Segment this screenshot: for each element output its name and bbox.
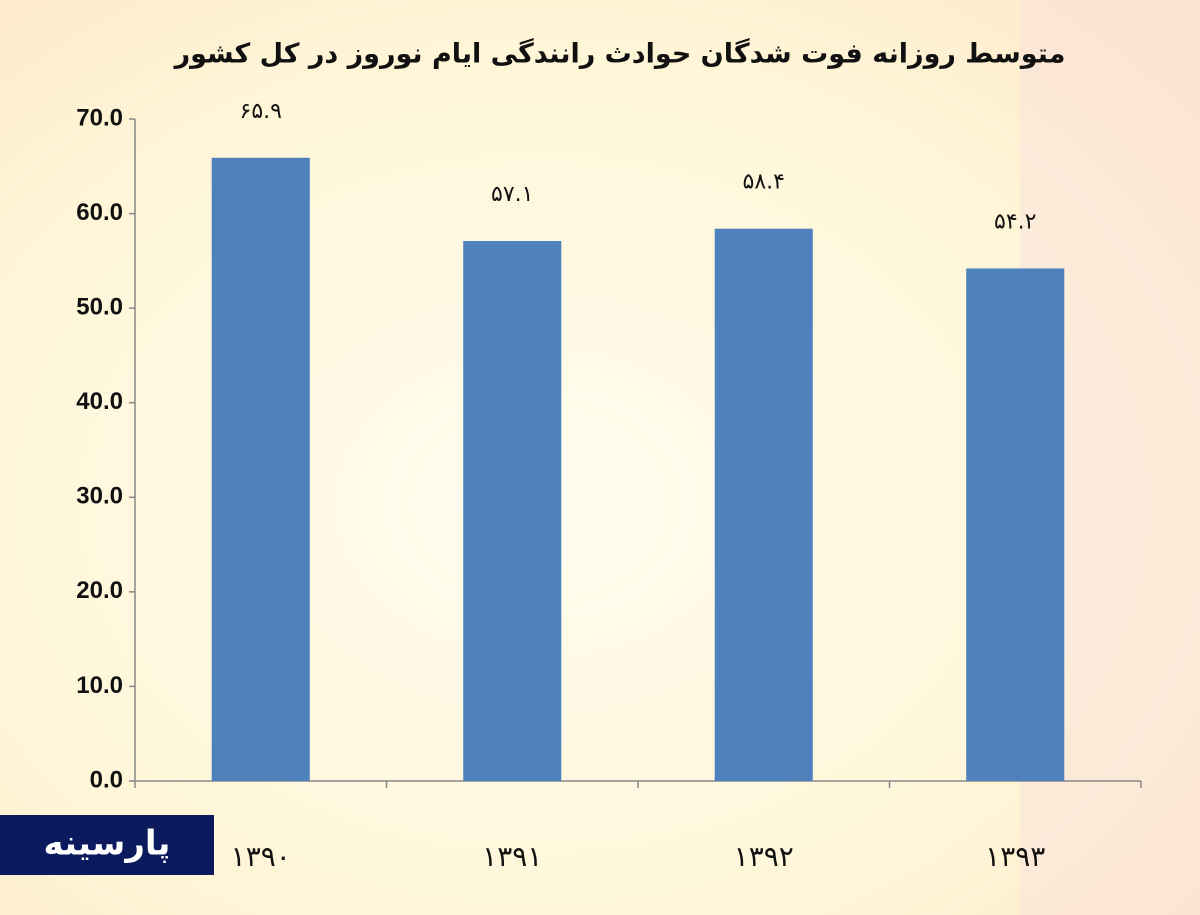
value-label: ۵۷.۱ [491,182,533,207]
value-label: ۵۴.۲ [994,209,1036,234]
y-tick-label: 10.0 [76,672,123,699]
y-tick-label: 0.0 [90,766,123,793]
y-tick-label: 30.0 [76,483,123,510]
chart-title: متوسط روزانه فوت شدگان حوادث رانندگی ایا… [173,38,1066,70]
y-tick-label: 50.0 [76,293,123,320]
watermark-box [0,815,214,875]
x-tick-label: ۱۳۹۰ [231,840,291,873]
watermark: پارسینه [44,824,171,864]
value-label: ۶۵.۹ [240,99,282,124]
bar [966,268,1065,781]
y-tick-label: 40.0 [76,388,123,415]
value-label: ۵۸.۴ [743,170,785,195]
y-tick-label: 60.0 [76,199,123,226]
y-tick-label: 70.0 [76,104,123,131]
x-tick-label: ۱۳۹۲ [734,840,794,873]
x-tick-label: ۱۳۹۳ [985,840,1045,873]
bar [714,228,813,781]
x-tick-label: ۱۳۹۱ [482,840,542,873]
bar [211,157,310,781]
y-tick-label: 20.0 [76,577,123,604]
bar [463,240,562,782]
